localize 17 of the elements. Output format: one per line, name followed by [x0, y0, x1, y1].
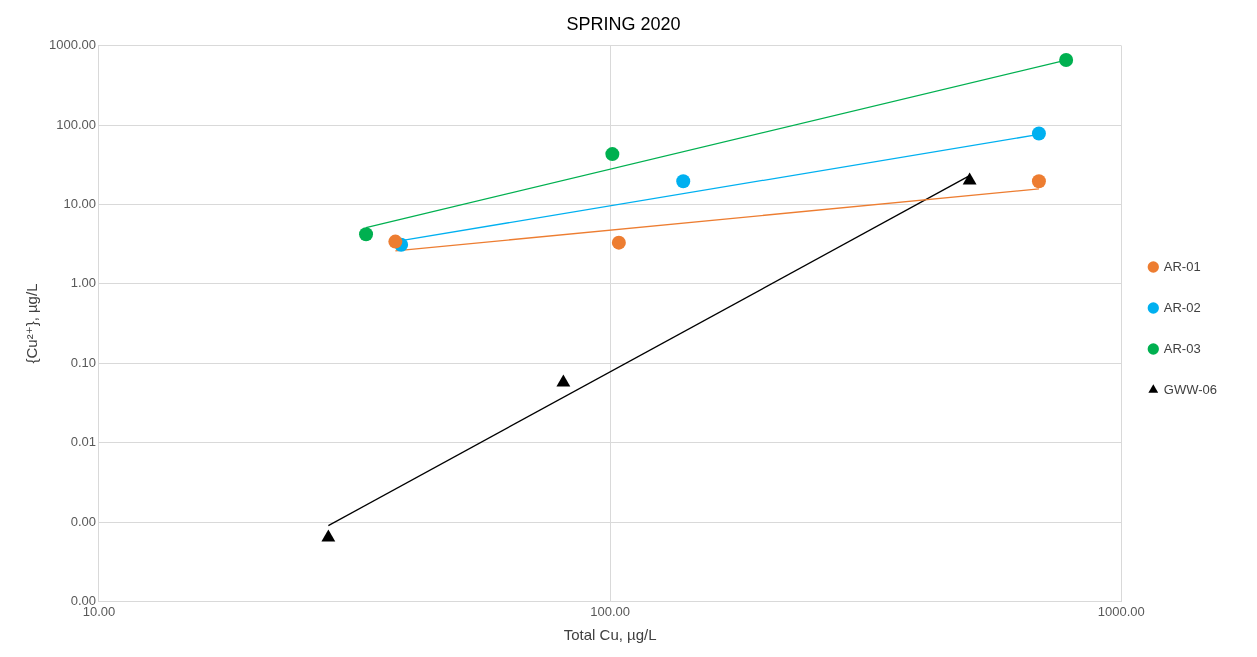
y-tick-label: 0.00 — [70, 592, 96, 608]
x-tick-label: 100.00 — [590, 603, 631, 619]
x-tick-label: 1000.00 — [1097, 603, 1145, 619]
legend-label: AR-01 — [1163, 258, 1201, 274]
x-axis-title: Total Cu, µg/L — [563, 626, 657, 644]
legend-label: GWW-06 — [1163, 381, 1218, 397]
legend-label: AR-03 — [1163, 340, 1201, 356]
y-tick-label: 0.00 — [70, 513, 96, 529]
y-tick-label: 10.00 — [63, 195, 96, 211]
y-axis-title: {Cu²⁺}, µg/L — [23, 283, 41, 364]
legend-label: AR-02 — [1163, 299, 1201, 315]
y-tick-label: 1000.00 — [48, 37, 96, 53]
y-tick-label: 1.00 — [70, 275, 96, 291]
chart-title: SPRING 2020 — [566, 13, 681, 34]
y-tick-label: 100.00 — [56, 116, 96, 132]
y-tick-label: 0.10 — [70, 354, 96, 370]
y-tick-label: 0.01 — [70, 434, 96, 450]
